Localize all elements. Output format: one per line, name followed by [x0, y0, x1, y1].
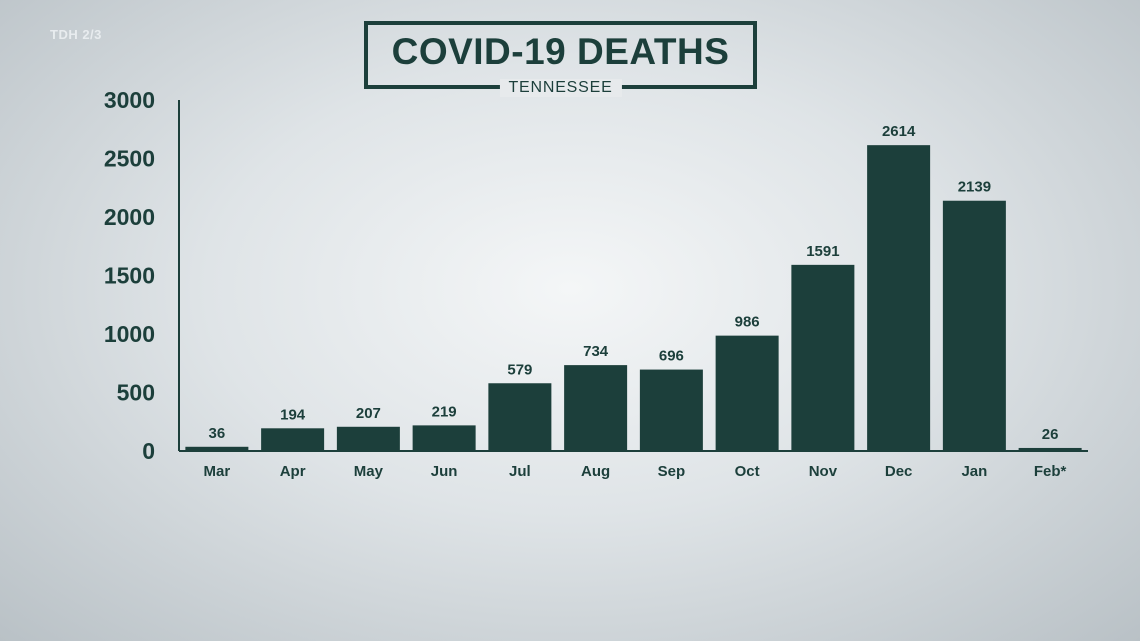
x-tick-label: Jul [509, 463, 531, 480]
bar-dec [867, 145, 931, 452]
data-label: 219 [432, 403, 457, 420]
data-label: 734 [583, 343, 609, 360]
data-label: 194 [280, 406, 306, 423]
x-tick-label: Dec [885, 463, 913, 480]
bar-oct [715, 335, 779, 451]
data-label: 1591 [806, 243, 839, 260]
y-tick-label: 2000 [104, 204, 155, 230]
bar-jan [942, 200, 1006, 451]
y-tick-label: 1500 [104, 263, 155, 289]
x-tick-label: Nov [809, 463, 838, 480]
x-tick-label: Jan [961, 463, 987, 480]
bar-may [336, 426, 400, 451]
bar-jul [488, 383, 552, 451]
data-label: 36 [209, 425, 226, 442]
x-tick-label: May [354, 463, 384, 480]
x-tick-label: Feb* [1034, 463, 1067, 480]
y-tick-label: 0 [142, 438, 155, 464]
chart-subtitle: TENNESSEE [499, 79, 622, 97]
data-label: 2139 [958, 179, 991, 196]
data-label: 2614 [882, 123, 916, 140]
x-tick-label: Sep [658, 463, 686, 480]
bar-jun [412, 425, 476, 451]
x-tick-label: Apr [280, 463, 306, 480]
x-tick-label: Aug [581, 463, 610, 480]
y-tick-label: 500 [117, 380, 155, 406]
y-tick-label: 1000 [104, 321, 155, 347]
y-tick-label: 2500 [104, 146, 155, 172]
bar-apr [261, 428, 325, 451]
bar-feb [1018, 447, 1082, 451]
x-tick-label: Jun [431, 463, 458, 480]
bar-aug [564, 365, 628, 451]
data-label: 696 [659, 348, 684, 365]
source-label: TDH 2/3 [50, 27, 102, 42]
data-label: 26 [1042, 426, 1059, 443]
data-label: 207 [356, 405, 381, 422]
x-tick-label: Mar [204, 463, 231, 480]
data-label: 986 [735, 314, 760, 331]
bar-nov [791, 264, 855, 451]
chart-title: COVID-19 DEATHS [391, 31, 730, 72]
x-tick-label: Oct [735, 463, 760, 480]
y-tick-label: 3000 [104, 87, 155, 113]
bar-sep [639, 369, 703, 451]
data-label: 579 [507, 361, 532, 378]
chart-title-box: COVID-19 DEATHS TENNESSEE [364, 21, 757, 97]
bar-mar [185, 446, 249, 451]
